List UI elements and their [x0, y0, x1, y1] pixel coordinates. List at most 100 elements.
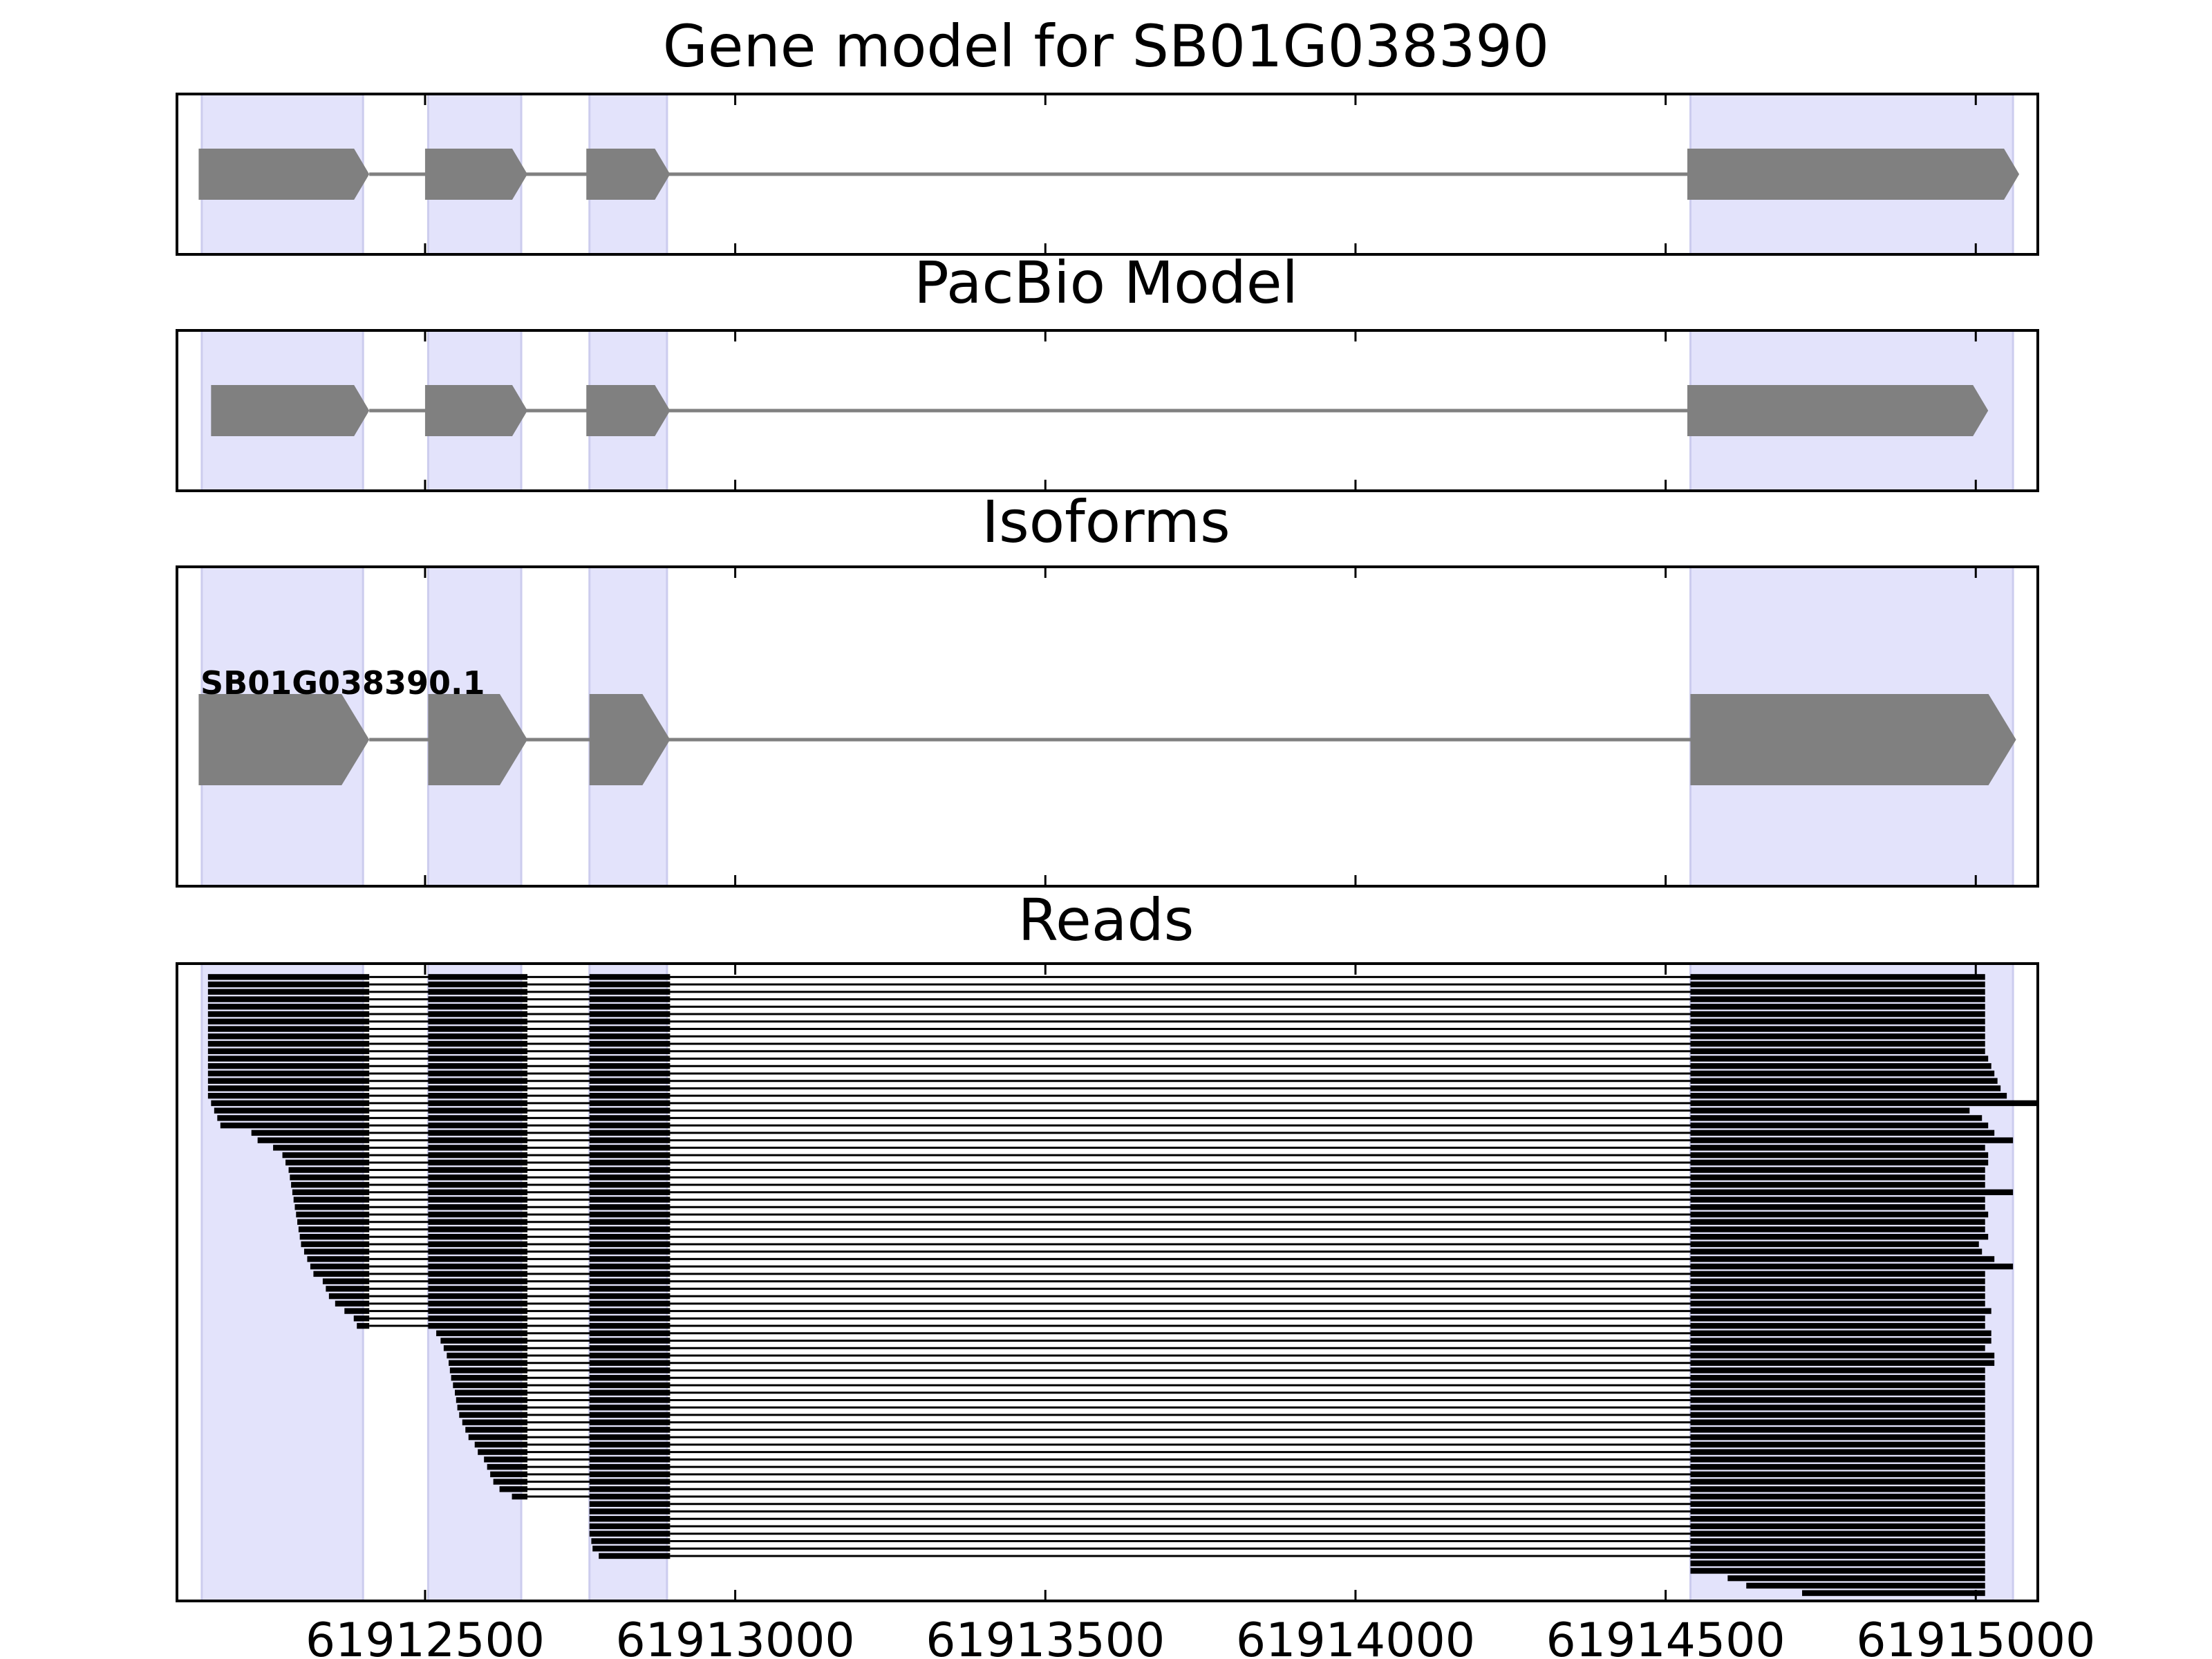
isoform-label: SB01G038390.1 [200, 664, 485, 702]
read-block [589, 1078, 671, 1084]
read-block [428, 1063, 527, 1069]
read-block [589, 1174, 671, 1181]
read-block [589, 1159, 671, 1166]
read-block [1690, 1145, 1985, 1151]
read-block [589, 1493, 671, 1500]
read-block [449, 1360, 527, 1366]
read-block [589, 1145, 671, 1151]
read-block [1690, 1471, 1985, 1478]
read-block [589, 1107, 671, 1114]
read-block [428, 1137, 527, 1143]
read-block [493, 1479, 527, 1485]
read-block [428, 1322, 527, 1329]
read-block [207, 974, 370, 980]
read-block [428, 1011, 527, 1018]
read-block [443, 1345, 527, 1351]
read-block [428, 981, 527, 988]
read-block [1690, 1508, 1985, 1515]
pacbio-model-title: PacBio Model [914, 249, 1298, 317]
read-block [1690, 1063, 1991, 1069]
exon [428, 694, 527, 785]
read-block [589, 1293, 671, 1300]
read-block [1690, 1486, 1985, 1492]
read-block [301, 1241, 370, 1248]
read-block [589, 1152, 671, 1159]
read-block [589, 1479, 671, 1485]
read-block [1690, 1338, 1991, 1344]
x-tick-label: 61915000 [1856, 1613, 2095, 1659]
read-block [428, 1278, 527, 1284]
read-block [589, 1130, 671, 1136]
read-block [428, 1078, 527, 1084]
read-block [589, 981, 671, 988]
read-block [428, 1004, 527, 1010]
read-block [589, 1456, 671, 1463]
read-block [589, 988, 671, 995]
read-block [589, 1122, 671, 1129]
read-block [1690, 1308, 1991, 1314]
exon [586, 149, 671, 200]
read-block [282, 1152, 370, 1159]
read-block [1690, 1271, 1985, 1277]
read-block [1690, 1018, 1985, 1024]
read-block [465, 1427, 527, 1433]
read-block [293, 1197, 370, 1203]
read-block [428, 1263, 527, 1270]
read-block [428, 1130, 527, 1136]
read-block [1690, 1463, 1985, 1470]
read-block [217, 1115, 370, 1121]
read-block [487, 1463, 527, 1470]
read-block [456, 1397, 527, 1403]
read-block [589, 1300, 671, 1307]
reads-ticks [424, 964, 1977, 1601]
read-block [1690, 1560, 1985, 1566]
read-block [589, 1256, 671, 1262]
exon [198, 149, 370, 200]
read-block [1690, 1538, 1985, 1544]
isoforms-frame [176, 565, 2039, 888]
read-block [589, 1508, 671, 1515]
read-block [207, 1085, 370, 1091]
read-block [1690, 1345, 1985, 1351]
read-block [353, 1315, 370, 1322]
gene-model-ticks [424, 94, 1977, 254]
read-block [298, 1226, 370, 1232]
read-block [1690, 1493, 1985, 1500]
gene-model-track [198, 149, 2020, 200]
read-block [589, 1404, 671, 1411]
read-block [207, 1063, 370, 1069]
read-block [1690, 1122, 1989, 1129]
read-block [589, 1040, 671, 1047]
read-block [451, 1375, 527, 1381]
read-block [428, 1300, 527, 1307]
read-block [1690, 1375, 1985, 1381]
read-block [1690, 1568, 1985, 1574]
read-block [589, 1137, 671, 1143]
read-block [299, 1234, 370, 1240]
read-block [478, 1449, 527, 1455]
read-block [589, 1063, 671, 1069]
read-block [428, 1115, 527, 1121]
read-block [1690, 1263, 2014, 1270]
read-block [251, 1130, 370, 1136]
read-block [207, 981, 370, 988]
reads-track [207, 974, 2038, 1596]
read-block [1690, 1174, 1985, 1181]
read-block [296, 1211, 370, 1218]
read-block [589, 1278, 671, 1284]
read-block [322, 1278, 370, 1284]
read-block [589, 1197, 671, 1203]
read-block [499, 1486, 527, 1492]
read-block [589, 1501, 671, 1507]
read-block [599, 1553, 671, 1559]
read-block [291, 1181, 370, 1188]
read-block [1690, 1197, 1985, 1203]
read-block [1690, 1434, 1985, 1441]
read-block [1690, 1189, 2014, 1195]
read-block [1690, 1115, 1983, 1121]
read-block [589, 1033, 671, 1040]
read-block [455, 1389, 527, 1396]
read-block [440, 1338, 527, 1344]
read-block [1690, 1167, 1985, 1173]
read-block [326, 1286, 370, 1292]
